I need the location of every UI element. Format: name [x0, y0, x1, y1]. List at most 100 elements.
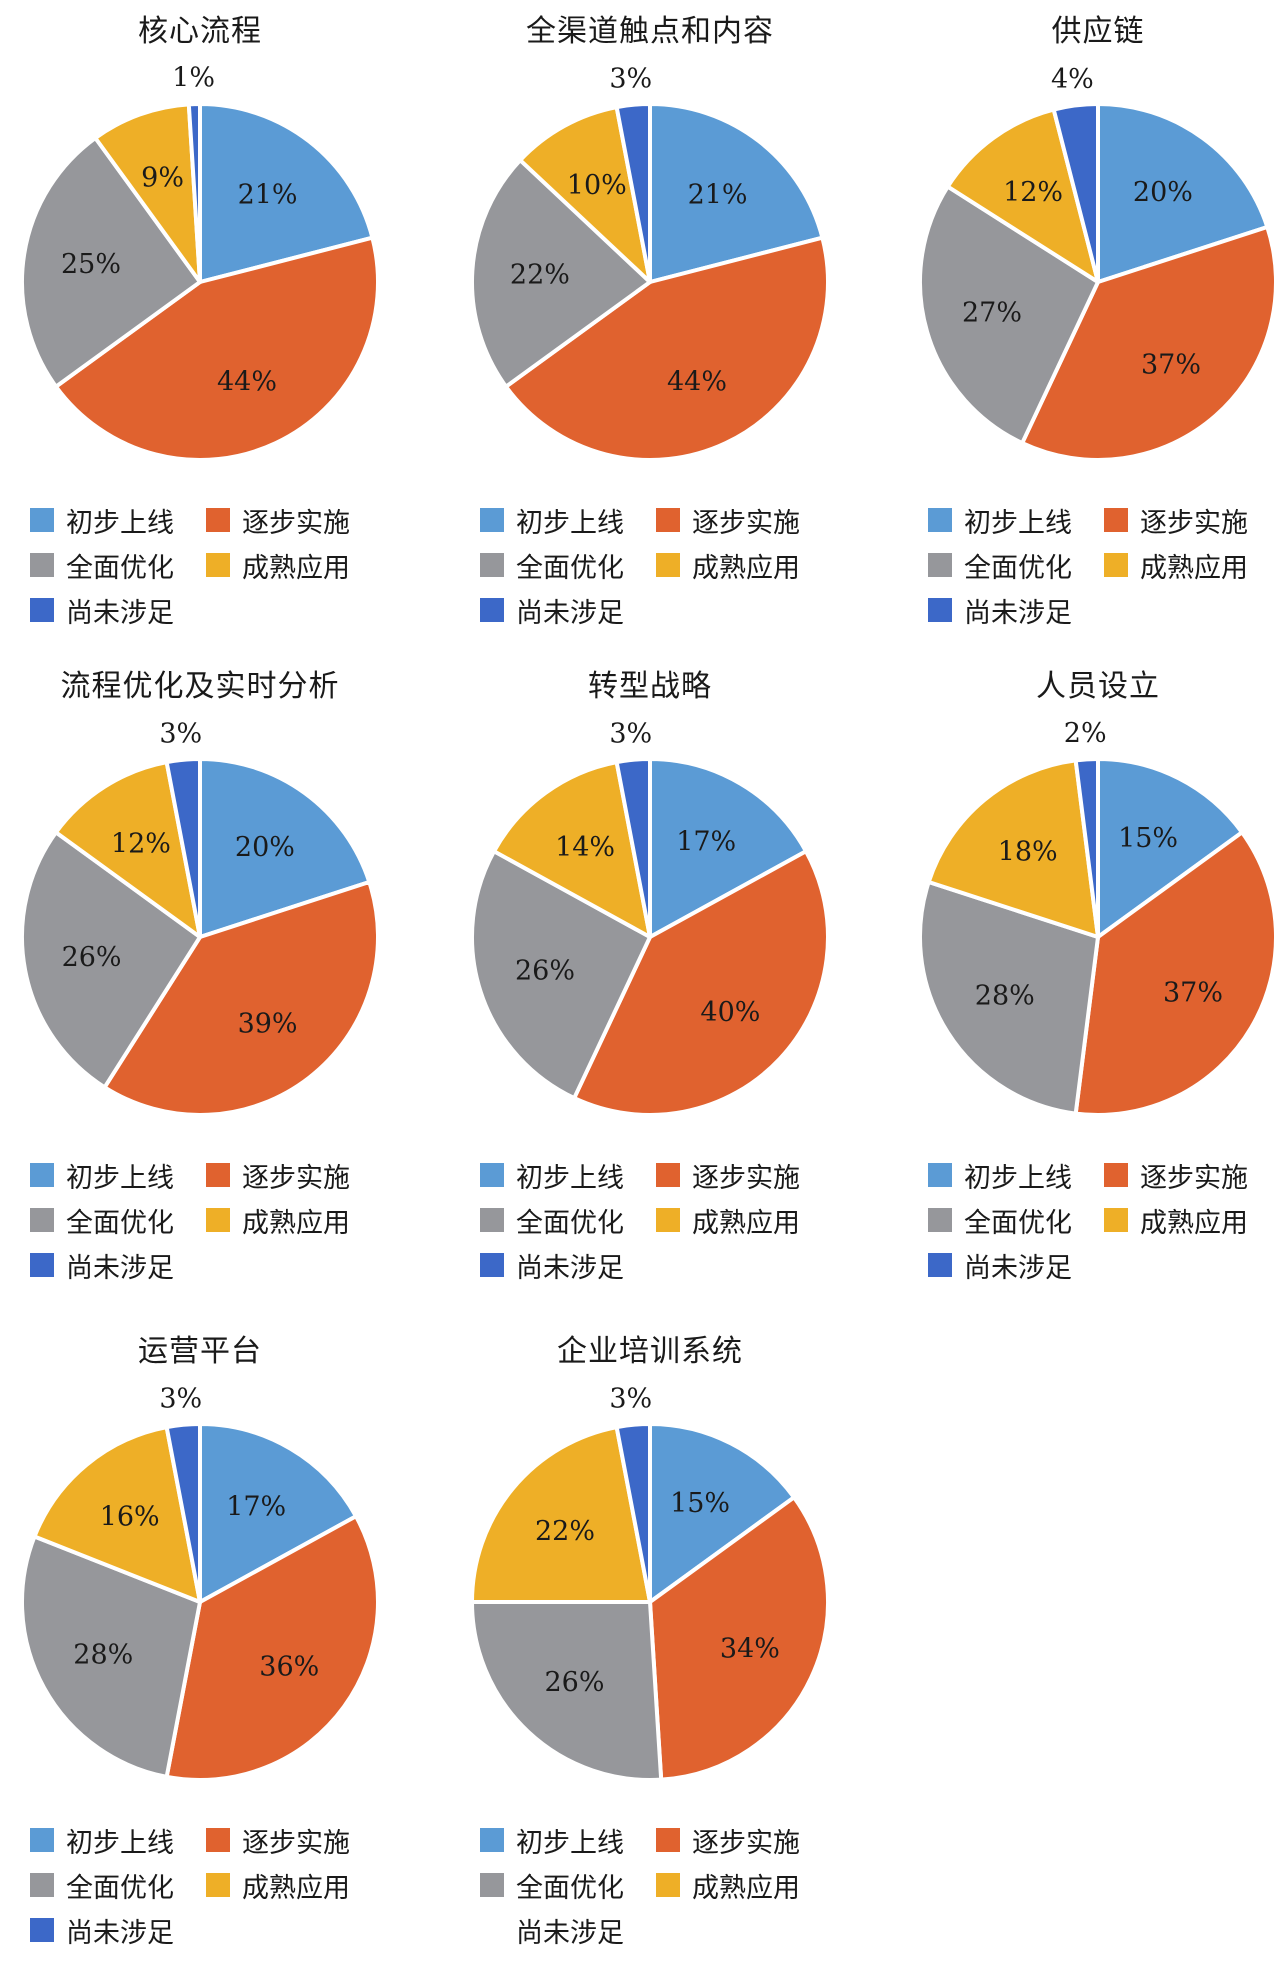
legend-label: 成熟应用	[242, 1872, 350, 1904]
legend-label: 逐步实施	[692, 1162, 800, 1194]
slice-data-label: 3%	[609, 1383, 652, 1414]
legend-item: 全面优化	[30, 1200, 174, 1240]
legend-label: 成熟应用	[242, 1207, 350, 1239]
legend-item: 成熟应用	[206, 1200, 350, 1240]
pie-chart-panel: 转型战略 17% 40% 26% 14% 3% 初步上线 逐步实施 全面优化 成熟应用 尚未涉足	[450, 655, 870, 1295]
pie-slice	[518, 105, 652, 284]
legend-swatch	[928, 553, 952, 577]
legend-label: 尚未涉足	[964, 597, 1072, 629]
legend-label: 初步上线	[66, 1162, 174, 1194]
legend-item: 初步上线	[928, 500, 1072, 540]
legend-item: 初步上线	[30, 1155, 174, 1195]
legend-swatch	[30, 553, 54, 577]
pie-slice	[614, 757, 652, 939]
slice-data-label: 36%	[259, 1651, 319, 1682]
pie-chart-panel: 核心流程 21% 44% 25% 9% 1% 初步上线 逐步实施 全面优化 成熟应用 尚未涉足	[0, 0, 420, 640]
legend-label: 全面优化	[66, 1872, 174, 1904]
legend-swatch	[1104, 1163, 1128, 1187]
legend-swatch	[30, 598, 54, 622]
legend-swatch	[30, 1208, 54, 1232]
legend-label: 尚未涉足	[964, 1252, 1072, 1284]
legend-swatch	[480, 553, 504, 577]
legend-swatch	[30, 1918, 54, 1942]
legend-swatch	[30, 1828, 54, 1852]
legend-swatch	[480, 1828, 504, 1852]
slice-data-label: 25%	[61, 249, 121, 280]
legend-label: 逐步实施	[1140, 1162, 1248, 1194]
pie-slice	[945, 107, 1100, 284]
legend-label: 逐步实施	[1140, 507, 1248, 539]
slice-data-label: 17%	[676, 827, 736, 858]
pie-slice	[503, 235, 831, 462]
legend-swatch	[928, 1253, 952, 1277]
pie-slice	[198, 102, 375, 284]
pie-chart-panel: 全渠道触点和内容 21% 44% 22% 10% 3% 初步上线 逐步实施 全面优化 成熟应用 尚未…	[450, 0, 870, 640]
slice-data-label: 12%	[1003, 177, 1063, 208]
legend-item: 全面优化	[480, 545, 624, 585]
legend-item: 尚未涉足	[30, 1245, 174, 1285]
pie-chart: 15% 37% 28% 18% 2%	[918, 718, 1278, 1118]
pie-slice	[648, 1495, 830, 1782]
pie-slice	[186, 101, 202, 284]
legend-item: 初步上线	[480, 500, 624, 540]
legend-label: 逐步实施	[242, 1827, 350, 1859]
legend-swatch	[30, 1163, 54, 1187]
slice-data-label: 1%	[172, 63, 215, 94]
slice-data-label: 15%	[1118, 823, 1178, 854]
legend-swatch	[928, 508, 952, 532]
slice-data-label: 44%	[667, 366, 727, 397]
pie-slice	[1096, 757, 1245, 939]
legend-swatch	[480, 1208, 504, 1232]
chart-title: 流程优化及实时分析	[60, 669, 340, 704]
pie-slice	[614, 102, 652, 284]
slice-data-label: 37%	[1163, 978, 1223, 1009]
legend-label: 尚未涉足	[516, 1252, 624, 1284]
legend-label: 全面优化	[516, 552, 624, 584]
slice-data-label: 3%	[159, 1383, 202, 1414]
legend-label: 成熟应用	[242, 552, 350, 584]
slice-data-label: 44%	[217, 366, 277, 397]
pie-slice	[164, 1422, 202, 1604]
legend-swatch	[30, 1873, 54, 1897]
pie-slice	[1073, 756, 1100, 939]
pie-slice	[470, 1600, 664, 1783]
legend-label: 成熟应用	[1140, 1207, 1248, 1239]
legend-label: 初步上线	[516, 1827, 624, 1859]
chart-title: 运营平台	[138, 1334, 262, 1369]
legend-item: 全面优化	[928, 1200, 1072, 1240]
legend-item: 逐步实施	[1104, 500, 1248, 540]
chart-title: 人员设立	[1036, 669, 1160, 704]
legend-label: 成熟应用	[692, 552, 800, 584]
pie-slice	[93, 102, 202, 284]
legend-label: 全面优化	[516, 1207, 624, 1239]
slice-data-label: 9%	[141, 163, 184, 194]
pie-slice	[20, 830, 202, 1090]
chart-title: 转型战略	[588, 669, 712, 704]
slice-data-label: 12%	[111, 828, 171, 859]
pie-slice	[53, 235, 381, 462]
legend-swatch	[206, 553, 230, 577]
legend-item: 成熟应用	[656, 1865, 800, 1905]
legend-label: 全面优化	[964, 552, 1072, 584]
pie-chart-panel: 企业培训系统 15% 34% 26% 22% 3% 初步上线 逐步实施 全面优化 成熟应用 尚未涉足	[450, 1320, 870, 1960]
slice-data-label: 39%	[238, 1009, 298, 1040]
legend-item: 成熟应用	[656, 1200, 800, 1240]
pie-slice	[32, 1425, 202, 1604]
legend-label: 逐步实施	[242, 507, 350, 539]
legend-item: 初步上线	[480, 1155, 624, 1195]
legend-label: 逐步实施	[692, 507, 800, 539]
legend-label: 逐步实施	[692, 1827, 800, 1859]
legend-label: 尚未涉足	[66, 597, 174, 629]
slice-data-label: 26%	[544, 1667, 604, 1698]
slice-data-label: 26%	[515, 956, 575, 987]
slice-data-label: 40%	[700, 997, 760, 1028]
slice-data-label: 27%	[962, 297, 1022, 328]
legend-label: 全面优化	[516, 1872, 624, 1904]
legend-swatch	[656, 1208, 680, 1232]
slice-data-label: 28%	[975, 981, 1035, 1012]
legend-swatch	[656, 1828, 680, 1852]
legend-swatch	[480, 1873, 504, 1897]
legend-label: 尚未涉足	[516, 597, 624, 629]
legend-label: 初步上线	[964, 507, 1072, 539]
pie-slice	[572, 849, 830, 1117]
